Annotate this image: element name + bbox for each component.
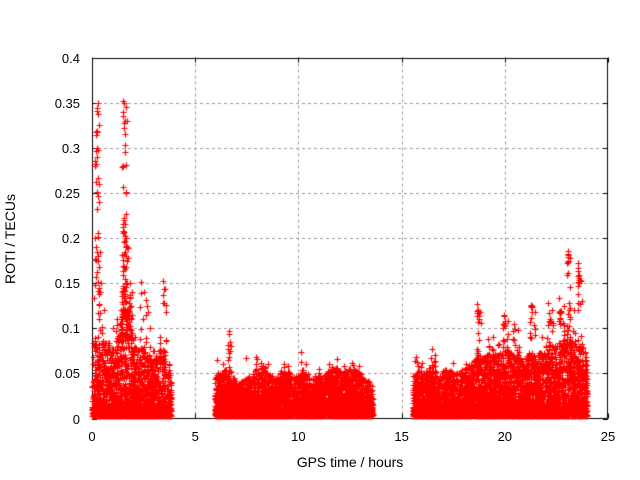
y-tick-label: 0.1 [61, 321, 80, 337]
x-tick-label: 5 [191, 429, 199, 444]
y-tick-label: 0.05 [54, 366, 80, 382]
y-tick-label: 0.35 [54, 95, 80, 111]
y-tick-label: 0.3 [61, 140, 80, 156]
x-tick-label: 0 [88, 429, 96, 444]
x-tick-label: 25 [600, 429, 616, 444]
y-tick-label: 0.25 [54, 185, 80, 201]
x-tick-label: 15 [394, 429, 409, 444]
y-tick-label: 0.15 [54, 276, 80, 292]
x-tick-label: 10 [291, 429, 306, 444]
x-tick-label: 20 [497, 429, 513, 444]
y-tick-label: 0.2 [61, 231, 80, 246]
y-tick-label: 0 [72, 411, 80, 427]
x-axis-label: GPS time / hours [296, 454, 404, 470]
y-tick-label: 0.4 [61, 50, 80, 66]
